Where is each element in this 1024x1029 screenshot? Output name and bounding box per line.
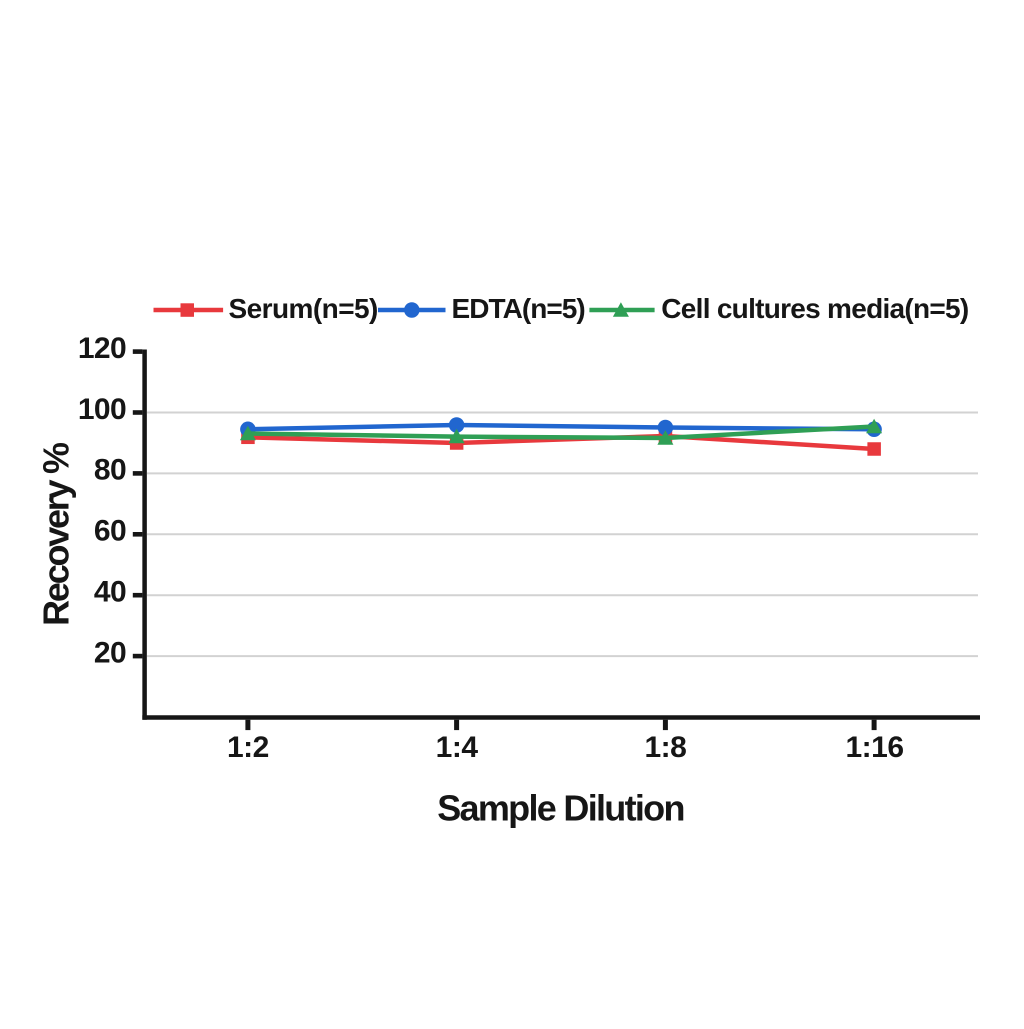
svg-text:80: 80	[94, 454, 126, 487]
svg-text:1:2: 1:2	[227, 731, 269, 764]
svg-text:EDTA(n=5): EDTA(n=5)	[452, 293, 585, 324]
svg-text:40: 40	[94, 576, 126, 609]
svg-text:Cell cultures media(n=5): Cell cultures media(n=5)	[661, 293, 968, 324]
svg-text:Recovery %: Recovery %	[36, 442, 77, 626]
svg-text:Sample Dilution: Sample Dilution	[437, 788, 684, 829]
svg-text:Serum(n=5): Serum(n=5)	[229, 293, 378, 324]
svg-text:1:4: 1:4	[436, 731, 479, 764]
svg-text:60: 60	[94, 515, 126, 548]
svg-text:20: 20	[94, 636, 126, 669]
svg-text:1:8: 1:8	[644, 731, 686, 764]
svg-text:120: 120	[78, 332, 126, 365]
svg-text:1:16: 1:16	[845, 731, 903, 764]
svg-text:100: 100	[78, 393, 126, 426]
